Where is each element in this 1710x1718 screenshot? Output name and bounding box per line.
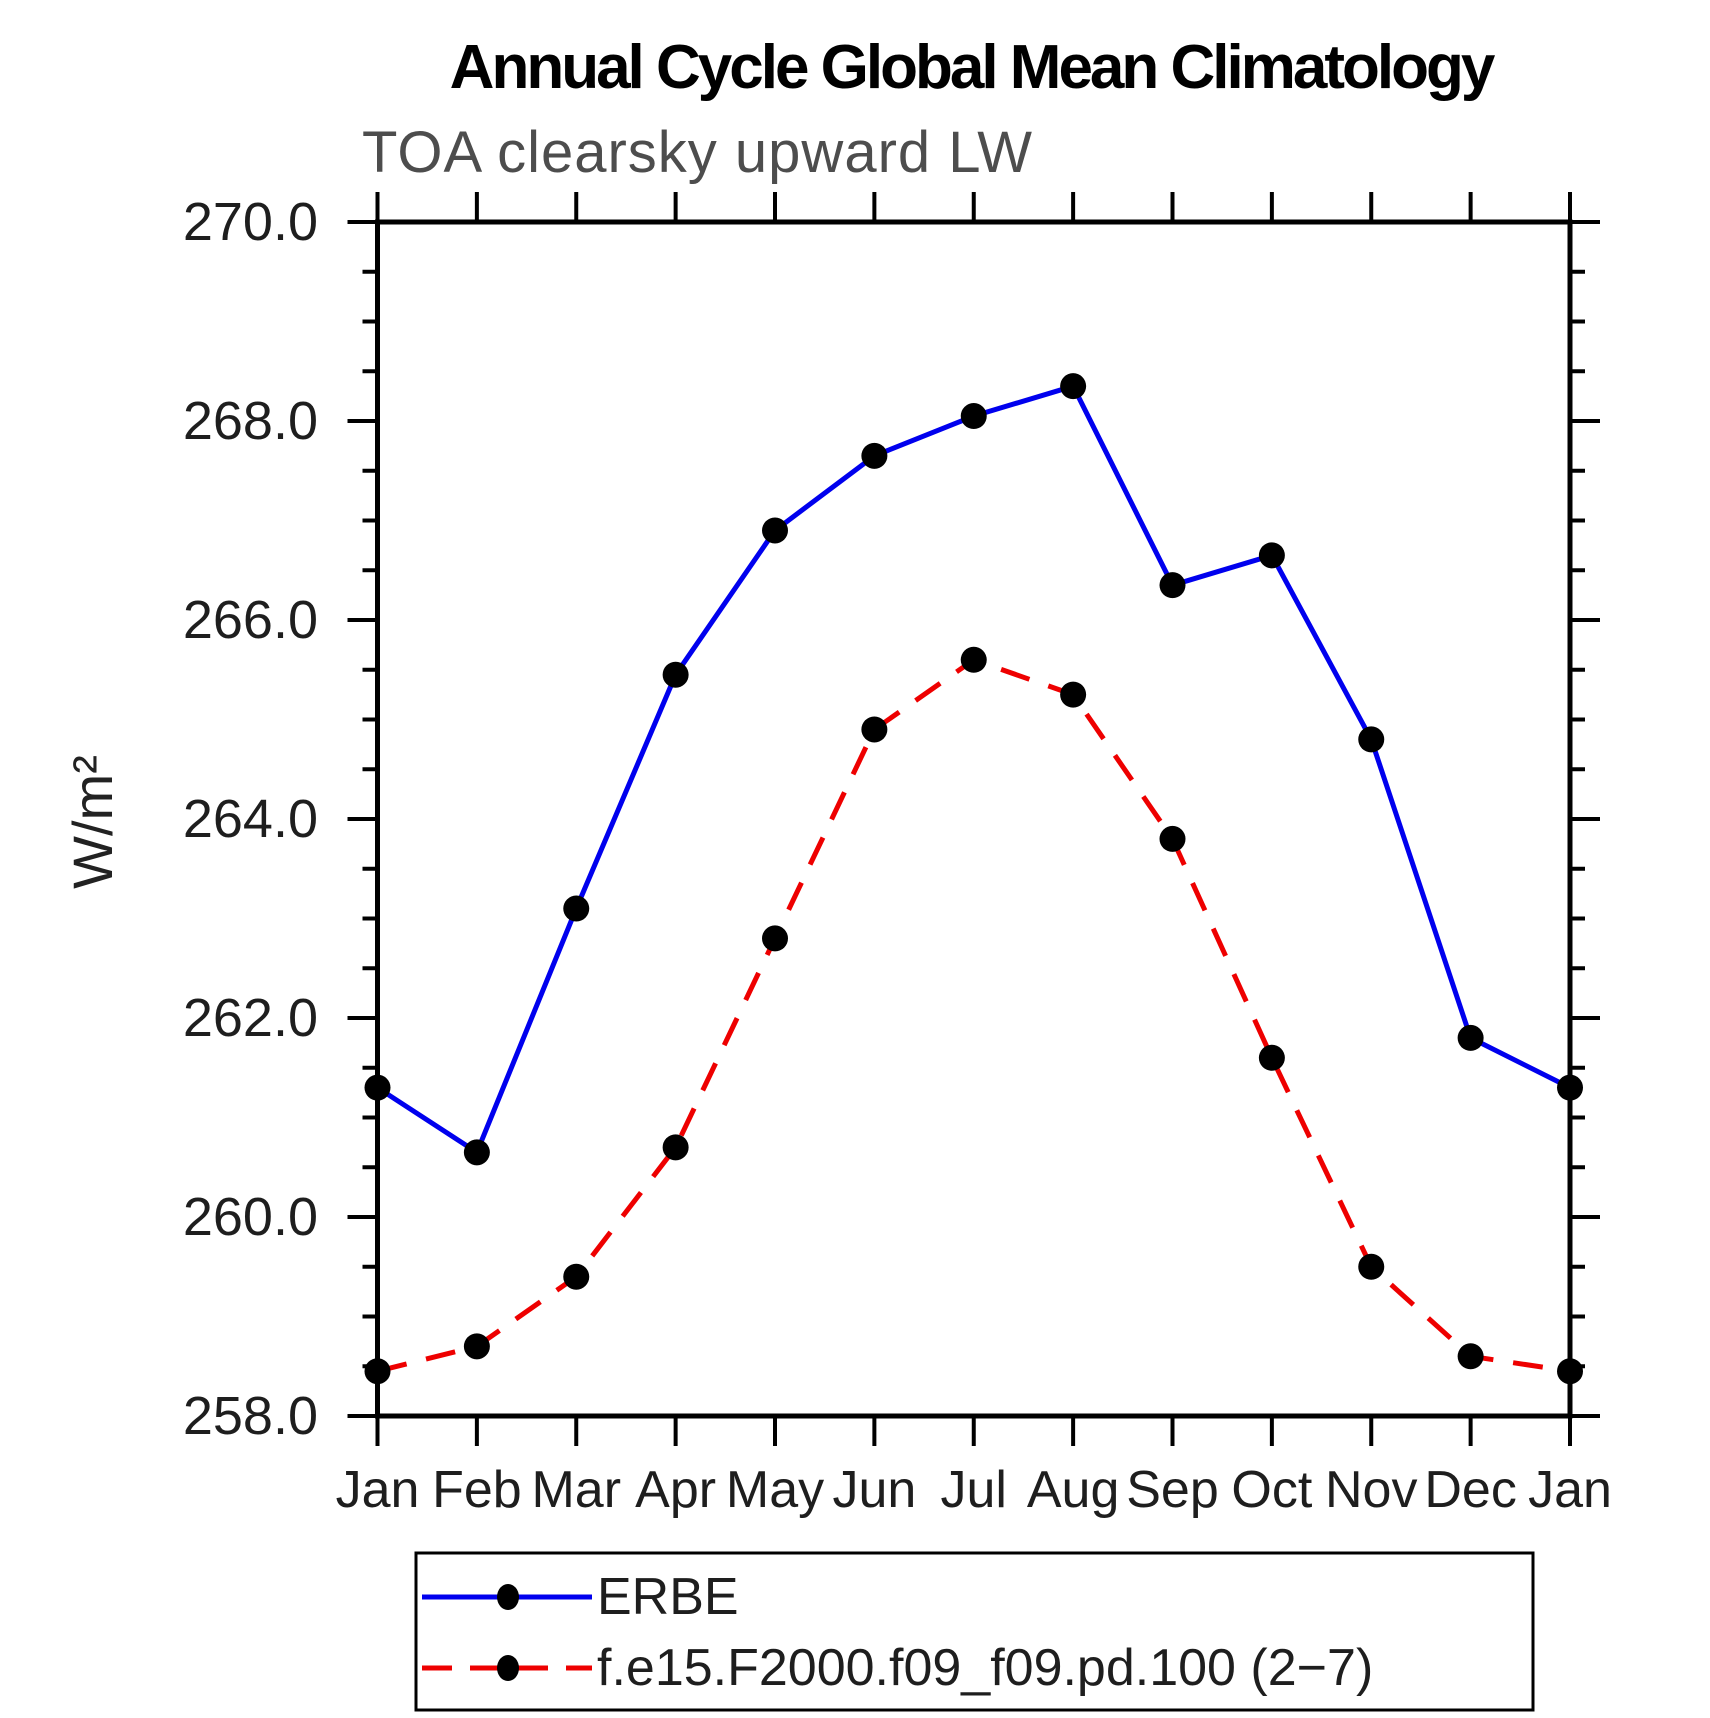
y-axis-tick-label: 268.0 bbox=[183, 391, 318, 451]
erbe-point bbox=[1060, 373, 1087, 400]
erbe-line bbox=[376, 383, 1572, 1155]
legend-label-model: f.e15.F2000.f09_f09.pd.100 (2−7) bbox=[597, 1639, 1373, 1697]
x-axis-month-label: Oct bbox=[1231, 1461, 1312, 1519]
erbe-point bbox=[662, 661, 689, 688]
legend-box bbox=[414, 1551, 1535, 1712]
model-point bbox=[1557, 1358, 1583, 1385]
x-axis-month-label: Jan bbox=[336, 1461, 420, 1519]
x-axis-month-label: Jan bbox=[1528, 1461, 1612, 1519]
y-axis-tick-label: 258.0 bbox=[183, 1386, 318, 1446]
chart-title: Annual Cycle Global Mean Climatology bbox=[450, 33, 1496, 102]
model-point bbox=[463, 1333, 490, 1360]
y-axis-tick-label: 262.0 bbox=[183, 988, 318, 1048]
erbe-point bbox=[1159, 572, 1186, 599]
model-point bbox=[364, 1358, 391, 1385]
erbe-point bbox=[364, 1074, 391, 1101]
chart-subtitle: TOA clearsky upward LW bbox=[362, 120, 1033, 185]
model-point bbox=[762, 925, 788, 952]
y-axis-title: W/m² bbox=[61, 755, 124, 889]
legend-marker-model bbox=[497, 1655, 519, 1681]
model-point bbox=[1159, 825, 1186, 852]
x-axis-month-label: Sep bbox=[1126, 1461, 1219, 1519]
x-axis-month-label: Aug bbox=[1027, 1461, 1120, 1519]
model-point bbox=[1258, 1044, 1285, 1071]
legend-marker-erbe bbox=[497, 1584, 519, 1610]
model-point bbox=[960, 646, 987, 673]
y-axis-tick-label: 260.0 bbox=[183, 1187, 318, 1247]
model-point bbox=[662, 1134, 689, 1161]
erbe-point bbox=[463, 1139, 490, 1166]
legend: ERBE f.e15.F2000.f09_f09.pd.100 (2−7) bbox=[414, 1551, 1535, 1712]
model-point bbox=[563, 1263, 590, 1290]
erbe-point bbox=[762, 517, 788, 544]
erbe-point bbox=[1358, 726, 1385, 753]
x-axis-month-label: Mar bbox=[531, 1461, 621, 1519]
y-axis-tick-label: 266.0 bbox=[183, 590, 318, 650]
x-axis-month-label: Jun bbox=[832, 1461, 916, 1519]
y-axis-tick-label: 264.0 bbox=[183, 789, 318, 849]
erbe-point bbox=[1258, 542, 1285, 569]
erbe-point bbox=[563, 895, 590, 922]
erbe-point bbox=[1557, 1074, 1583, 1101]
model-point bbox=[861, 716, 888, 743]
erbe-point bbox=[1457, 1024, 1484, 1051]
x-axis-month-label: Apr bbox=[635, 1461, 716, 1519]
y-axis-tick-label: 270.0 bbox=[183, 192, 318, 252]
model-line bbox=[376, 657, 1571, 1374]
erbe-point bbox=[960, 403, 987, 430]
x-axis-month-label: Feb bbox=[432, 1461, 522, 1519]
plot-frame bbox=[375, 219, 1573, 1419]
x-axis-month-label: Jul bbox=[941, 1461, 1007, 1519]
model-point bbox=[1358, 1253, 1385, 1280]
erbe-point bbox=[861, 442, 888, 469]
x-axis-month-label: May bbox=[726, 1461, 824, 1519]
plot-series bbox=[364, 373, 1583, 1385]
model-point bbox=[1457, 1343, 1484, 1370]
x-axis-month-label: Dec bbox=[1424, 1461, 1516, 1519]
model-point bbox=[1060, 681, 1087, 708]
legend-label-erbe: ERBE bbox=[597, 1568, 739, 1626]
x-axis-month-label: Nov bbox=[1325, 1461, 1417, 1519]
